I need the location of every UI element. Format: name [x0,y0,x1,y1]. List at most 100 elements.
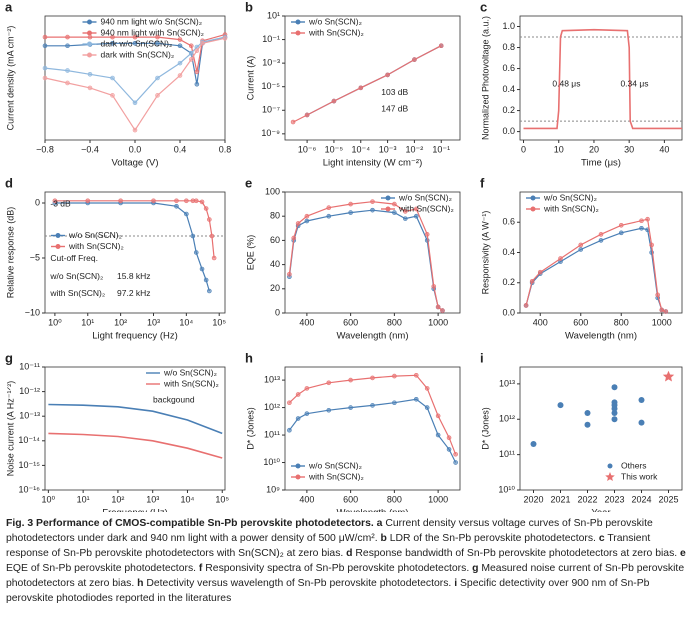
data-point [110,40,115,46]
data-point [645,216,650,222]
caption-label: e [680,548,686,559]
y-axis-label: Current (A) [245,56,255,101]
x-axis-label: Light frequency (Hz) [92,331,178,342]
annotation: with Sn(SCN)₂ [49,288,105,298]
y-tick-label: 10¹³ [499,378,515,388]
x-axis-label: Voltage (V) [112,158,159,169]
data-point [65,34,70,40]
data-point [348,201,353,207]
legend-swatch [295,463,301,469]
x-tick-label: 10³ [146,494,159,504]
data-point [110,75,115,81]
annotation: w/o Sn(SCN)₂ [49,271,103,281]
legend-swatch [87,30,92,36]
legend-label: w/o Sn(SCN)₂ [308,16,362,26]
x-tick-label: 10⁵ [215,494,229,504]
data-point [287,400,292,406]
data-point [177,37,183,42]
data-point [453,451,458,457]
legend-label: with Sn(SCN)₂ [543,203,599,213]
y-tick-label: 0.6 [502,63,515,73]
x-tick-label: 400 [533,317,548,327]
data-point [295,416,301,421]
x-tick-label: 10⁻⁶ [298,144,317,154]
y-tick-label: 0.6 [502,217,515,227]
data-point [413,206,419,212]
annotation: 0.48 μs [552,78,580,88]
y-tick-label: 0.4 [502,247,515,257]
data-point [530,440,537,447]
annotation: 0.34 μs [620,78,648,88]
annotation: -3 dB [50,198,71,208]
legend-swatch [87,52,92,58]
series-line [48,432,223,459]
data-point [211,255,217,261]
x-tick-label: 10⁴ [179,317,193,327]
data-point [438,43,444,49]
data-point [184,211,189,217]
y-tick-label: 10⁻⁷ [262,105,280,115]
data-point [65,68,70,73]
x-tick-label: −0.4 [81,144,99,154]
data-point [392,373,397,379]
y-axis-label: D* (Jones) [480,407,490,450]
legend-label: This work [621,471,658,481]
caption-text: Transient response of Sn-Pb perovskite p… [6,533,651,559]
data-point [87,71,93,77]
data-point [348,210,353,215]
y-tick-label: 0 [35,197,40,207]
data-point [331,98,337,104]
y-tick-label: 10⁻¹⁴ [18,435,40,445]
y-tick-label: 0 [275,307,280,317]
caption-label: b [380,533,387,544]
data-point [42,43,48,49]
x-tick-label: 10¹ [81,317,94,327]
x-tick-label: 2024 [631,494,651,504]
annotation: 103 dB [381,87,408,97]
data-point [611,405,618,412]
data-point [174,204,179,209]
x-tick-label: 2022 [577,494,597,504]
data-point [403,216,408,221]
data-point [638,419,645,426]
y-axis-label: Normalized Photovoltage (a.u.) [480,16,490,140]
data-point [203,206,209,211]
legend-label: with Sn(SCN)₂ [398,203,454,213]
data-point [194,48,200,54]
data-point [424,386,430,391]
data-point [598,238,604,243]
data-point [177,73,183,78]
data-point [42,65,48,71]
x-tick-label: 400 [299,317,314,327]
legend-label: with Sn(SCN)₂ [68,241,124,251]
panel-letter: e [245,175,252,190]
legend-label: w/o Sn(SCN)₂ [543,192,597,202]
data-point [118,198,123,204]
y-tick-label: 10¹⁰ [263,457,280,467]
data-point [385,72,390,78]
data-point [424,405,430,410]
data-point [392,210,397,215]
data-point [85,198,91,204]
caption-text: Response bandwidth of Sn-Pb perovskite p… [355,548,678,559]
x-tick-label: 20 [589,144,599,154]
series-line [288,209,443,312]
y-tick-label: 10¹² [264,402,280,412]
plot-frame [44,366,226,491]
y-tick-label: 10¹ [267,10,280,20]
y-tick-label: 10⁻¹¹ [19,361,40,371]
data-point [348,405,353,410]
data-point [188,43,194,49]
caption-text: Current density versus voltage curves of… [6,518,653,544]
x-tick-label: 10⁻² [406,144,424,154]
x-axis-label: Wavelength (nm) [337,508,409,512]
x-axis-label: Light intensity (W cm⁻²) [323,158,423,169]
legend-swatch [385,206,391,212]
y-tick-label: 1.0 [502,21,515,31]
caption-label: h [137,578,144,589]
caption-label: c [598,533,605,544]
data-point [177,60,183,66]
caption-text: EQE of Sn-Pb perovskite photodetectors. [6,563,197,574]
data-point [440,308,445,313]
